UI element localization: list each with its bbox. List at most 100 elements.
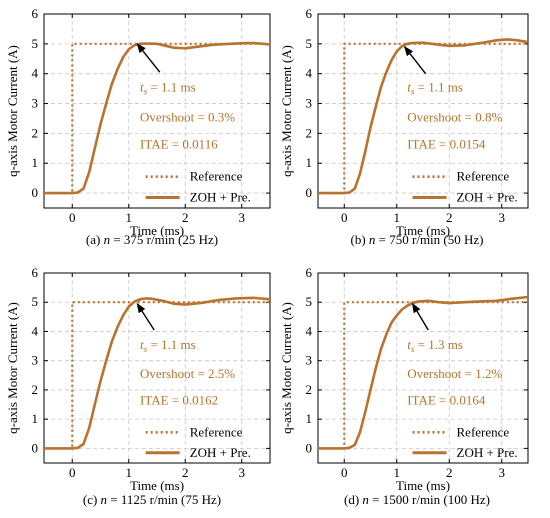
panel-caption: (c) n = 1125 r/min (75 Hz) (83, 492, 221, 507)
x-tick-label: 3 (239, 465, 246, 480)
annotation-ts-value: = 1.1 ms (147, 80, 196, 95)
annotation-ts-subscript: s (144, 344, 148, 354)
y-tick-label: 0 (32, 185, 39, 200)
caption-label: (c) (83, 492, 101, 507)
settling-arrow (404, 46, 427, 75)
settling-arrow (136, 302, 155, 331)
plot-frame (43, 272, 271, 464)
caption-n: n (369, 232, 376, 247)
annotation-text: ts = 1.1 ms (407, 80, 463, 97)
caption-rest: = 750 r/min (50 Hz) (375, 232, 483, 247)
y-tick-label: 3 (32, 353, 39, 368)
annotation-text: ITAE = 0.0154 (407, 136, 486, 151)
y-tick-label: 1 (306, 155, 313, 170)
y-tick-label: 3 (306, 96, 313, 111)
caption-label: (d) (344, 492, 362, 507)
y-axis-label: q-axis Motor Current (A) (5, 45, 20, 177)
plot-frame (43, 13, 271, 209)
y-tick-label: 5 (32, 294, 39, 309)
y-tick-label: 6 (306, 6, 313, 21)
annotation-ts-symbol: t (140, 337, 144, 352)
caption-rest: = 1125 r/min (75 Hz) (107, 492, 221, 507)
y-tick-label: 0 (306, 185, 313, 200)
x-tick-label: 0 (341, 210, 348, 225)
x-tick-label: 2 (446, 210, 453, 225)
annotation-text: Overshoot = 0.8% (407, 109, 502, 124)
legend-label: ZOH + Pre. (457, 445, 518, 460)
legend-label: Reference (190, 424, 243, 439)
y-tick-label: 6 (32, 6, 39, 21)
x-tick-label: 1 (394, 465, 401, 480)
y-tick-label: 0 (32, 440, 39, 455)
response-line (318, 295, 529, 450)
caption-rest: = 1500 r/min (100 Hz) (369, 492, 490, 507)
legend-label: ZOH + Pre. (190, 190, 251, 205)
y-tick-label: 2 (306, 125, 313, 140)
panel-caption: (a) n = 375 r/min (25 Hz) (86, 232, 218, 247)
y-tick-label: 2 (306, 382, 313, 397)
y-tick-label: 4 (306, 66, 313, 81)
annotation-text: Overshoot = 2.5% (140, 366, 235, 381)
legend-label: ZOH + Pre. (190, 445, 251, 460)
annotation-text: ts = 1.1 ms (140, 337, 196, 354)
annotation-text: Overshoot = 0.3% (140, 109, 235, 124)
annotation-text: ITAE = 0.0162 (140, 393, 218, 408)
y-axis-label: q-axis Motor Current (A) (279, 302, 294, 434)
chart-panel-4: 0 1 2 3 0 1 2 3 4 5 6 Time (ms) q-axis Motor Current… (279, 265, 529, 507)
caption-n: n (362, 492, 369, 507)
y-tick-label: 5 (32, 36, 39, 51)
plot-frame (317, 272, 529, 464)
plot-frame (317, 13, 529, 209)
annotation-ts-value: = 1.1 ms (414, 80, 463, 95)
reference-line (44, 301, 270, 450)
x-axis-label: Time (ms) (396, 478, 450, 493)
x-tick-label: 0 (341, 465, 348, 480)
y-tick-label: 2 (32, 125, 39, 140)
legend-label: Reference (457, 424, 510, 439)
legend-label: Reference (457, 169, 510, 184)
x-tick-label: 2 (446, 465, 453, 480)
x-axis-label: Time (ms) (396, 223, 450, 238)
y-tick-label: 4 (32, 66, 39, 81)
y-tick-label: 0 (306, 440, 313, 455)
reference-line (44, 42, 270, 195)
legend-label: ZOH + Pre. (457, 190, 518, 205)
chart-panel-3: 0 1 2 3 0 1 2 3 4 5 6 Time (ms) q-axis Motor Current… (5, 265, 271, 507)
x-tick-label: 2 (182, 210, 189, 225)
annotation-ts-value: = 1.3 ms (414, 337, 463, 352)
annotation-text: ts = 1.3 ms (407, 337, 463, 354)
caption-n: n (101, 492, 108, 507)
y-tick-label: 5 (306, 294, 313, 309)
annotation-ts-subscript: s (411, 87, 415, 97)
annotation-ts-symbol: t (407, 337, 411, 352)
y-tick-label: 1 (32, 155, 39, 170)
y-tick-label: 3 (306, 353, 313, 368)
response-line (318, 38, 529, 195)
y-axis-label: q-axis Motor Current (A) (5, 302, 20, 434)
y-tick-label: 3 (32, 96, 39, 111)
y-tick-label: 1 (32, 411, 39, 426)
caption-label: (a) (86, 232, 104, 247)
settling-arrow (136, 43, 161, 73)
x-axis-label: Time (ms) (130, 478, 184, 493)
x-tick-label: 1 (394, 210, 401, 225)
chart-panel-1: 0 1 2 3 0 1 2 3 4 5 6 Time (ms) q-axis Motor Current… (5, 6, 271, 247)
y-tick-label: 1 (306, 411, 313, 426)
response-line (44, 296, 271, 450)
annotation-ts-symbol: t (407, 80, 411, 95)
annotation-text: ITAE = 0.0164 (407, 393, 486, 408)
x-tick-label: 0 (69, 465, 76, 480)
annotation-text: ts = 1.1 ms (140, 80, 196, 97)
y-tick-label: 2 (32, 382, 39, 397)
annotation-ts-symbol: t (140, 80, 144, 95)
annotation-text: Overshoot = 1.2% (407, 366, 502, 381)
x-tick-label: 3 (499, 210, 506, 225)
x-axis-label: Time (ms) (130, 223, 184, 238)
x-tick-label: 2 (182, 465, 189, 480)
x-tick-label: 3 (499, 465, 506, 480)
y-tick-label: 4 (306, 323, 313, 338)
panel-caption: (b) n = 750 r/min (50 Hz) (351, 232, 484, 247)
annotation-text: ITAE = 0.0116 (140, 136, 218, 151)
x-tick-label: 0 (69, 210, 76, 225)
